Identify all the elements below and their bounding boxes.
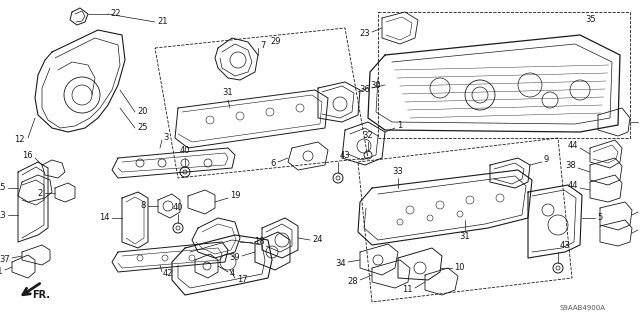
Text: 17: 17 <box>237 276 248 285</box>
Text: 21: 21 <box>157 18 168 26</box>
Text: 13: 13 <box>0 211 6 219</box>
Text: 31: 31 <box>223 88 234 97</box>
Text: 7: 7 <box>260 41 266 49</box>
Text: 40: 40 <box>173 203 183 212</box>
Text: 29: 29 <box>270 38 280 47</box>
Text: 9: 9 <box>544 155 549 165</box>
Text: 44: 44 <box>568 182 578 190</box>
Text: 32: 32 <box>363 131 373 140</box>
Text: 22: 22 <box>110 10 120 19</box>
Text: 14: 14 <box>99 213 110 222</box>
Text: 16: 16 <box>22 151 33 160</box>
Text: 39: 39 <box>229 254 240 263</box>
Text: 24: 24 <box>312 235 323 244</box>
Text: 35: 35 <box>585 15 596 24</box>
Text: FR.: FR. <box>32 290 50 300</box>
Text: 36: 36 <box>359 85 370 94</box>
Text: 2: 2 <box>38 189 43 197</box>
Text: 6: 6 <box>271 160 276 168</box>
Text: 23: 23 <box>360 29 370 39</box>
Text: 12: 12 <box>15 136 25 145</box>
Text: 38: 38 <box>565 161 576 170</box>
Text: 34: 34 <box>335 259 346 269</box>
Text: 28: 28 <box>348 278 358 286</box>
Text: 42: 42 <box>163 270 173 278</box>
Text: 41: 41 <box>0 268 3 277</box>
Text: 33: 33 <box>392 167 403 176</box>
Text: 3: 3 <box>163 133 168 143</box>
Text: 20: 20 <box>137 108 147 116</box>
Text: 8: 8 <box>141 202 146 211</box>
Text: 30: 30 <box>370 81 381 91</box>
Text: 18: 18 <box>254 238 264 247</box>
Text: 43: 43 <box>560 241 571 250</box>
Text: 23: 23 <box>639 117 640 127</box>
Text: S9AAB4900A: S9AAB4900A <box>560 305 606 311</box>
Text: 26: 26 <box>639 205 640 214</box>
Text: 40: 40 <box>180 146 190 155</box>
Text: 5: 5 <box>597 213 602 222</box>
Text: 19: 19 <box>230 191 241 201</box>
Text: 1: 1 <box>397 122 403 130</box>
Text: 15: 15 <box>0 183 6 192</box>
Text: 43: 43 <box>340 151 351 160</box>
Text: 10: 10 <box>454 263 465 272</box>
Text: 11: 11 <box>403 286 413 294</box>
Text: 4: 4 <box>230 270 236 278</box>
Text: 25: 25 <box>137 123 147 132</box>
Text: 44: 44 <box>568 142 578 151</box>
Text: 31: 31 <box>460 232 470 241</box>
Text: 27: 27 <box>639 224 640 233</box>
Text: 37: 37 <box>0 256 10 264</box>
